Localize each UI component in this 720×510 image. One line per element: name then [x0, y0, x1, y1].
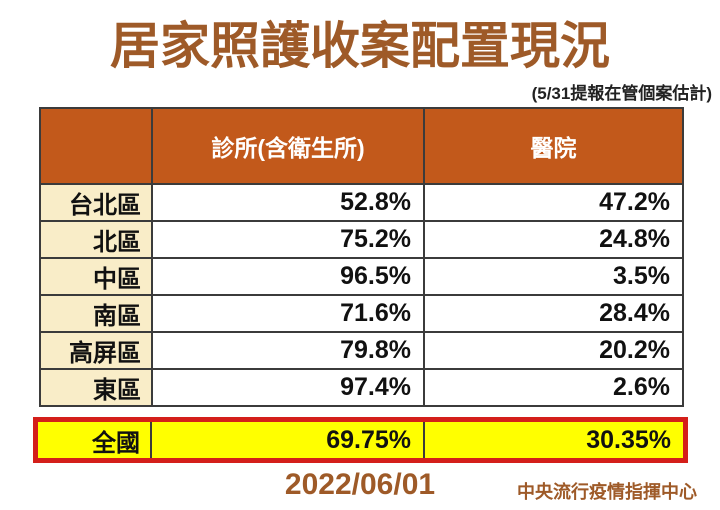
header-clinic-cell: 診所(含衛生所) [151, 107, 425, 185]
table-row: 中區 96.5% 3.5% [39, 257, 684, 296]
hospital-value: 47.2% [423, 183, 684, 222]
hospital-value: 24.8% [423, 220, 684, 259]
region-label: 高屏區 [39, 331, 153, 370]
total-hospital-value: 30.35% [423, 422, 683, 458]
region-label: 台北區 [39, 183, 153, 222]
total-row-national: 全國 69.75% 30.35% [33, 417, 688, 463]
header-region-cell [39, 107, 153, 185]
report-date: 2022/06/01 [284, 468, 436, 501]
table-row: 北區 75.2% 24.8% [39, 220, 684, 259]
clinic-value: 96.5% [151, 257, 425, 296]
region-label: 南區 [39, 294, 153, 333]
region-label: 東區 [39, 368, 153, 407]
region-label: 中區 [39, 257, 153, 296]
header-hospital-cell: 醫院 [423, 107, 684, 185]
allocation-table: 診所(含衛生所) 醫院 台北區 52.8% 47.2% 北區 75.2% 24.… [39, 107, 684, 407]
hospital-value: 28.4% [423, 294, 684, 333]
agency-name: 中央流行疫情指揮中心 [517, 482, 697, 502]
subtitle-note: (5/31提報在管個案估計) [531, 84, 712, 103]
table-header-row: 診所(含衛生所) 醫院 [39, 107, 684, 185]
clinic-value: 79.8% [151, 331, 425, 370]
clinic-value: 52.8% [151, 183, 425, 222]
table-row: 東區 97.4% 2.6% [39, 368, 684, 407]
region-label: 北區 [39, 220, 153, 259]
hospital-value: 3.5% [423, 257, 684, 296]
total-clinic-value: 69.75% [150, 422, 423, 458]
table-row: 台北區 52.8% 47.2% [39, 183, 684, 222]
table-row: 高屏區 79.8% 20.2% [39, 331, 684, 370]
clinic-value: 71.6% [151, 294, 425, 333]
clinic-value: 75.2% [151, 220, 425, 259]
hospital-value: 20.2% [423, 331, 684, 370]
total-region-label: 全國 [92, 429, 140, 457]
page-title: 居家照護收案配置現況 [110, 18, 610, 74]
table-row: 南區 71.6% 28.4% [39, 294, 684, 333]
clinic-value: 97.4% [151, 368, 425, 407]
hospital-value: 2.6% [423, 368, 684, 407]
